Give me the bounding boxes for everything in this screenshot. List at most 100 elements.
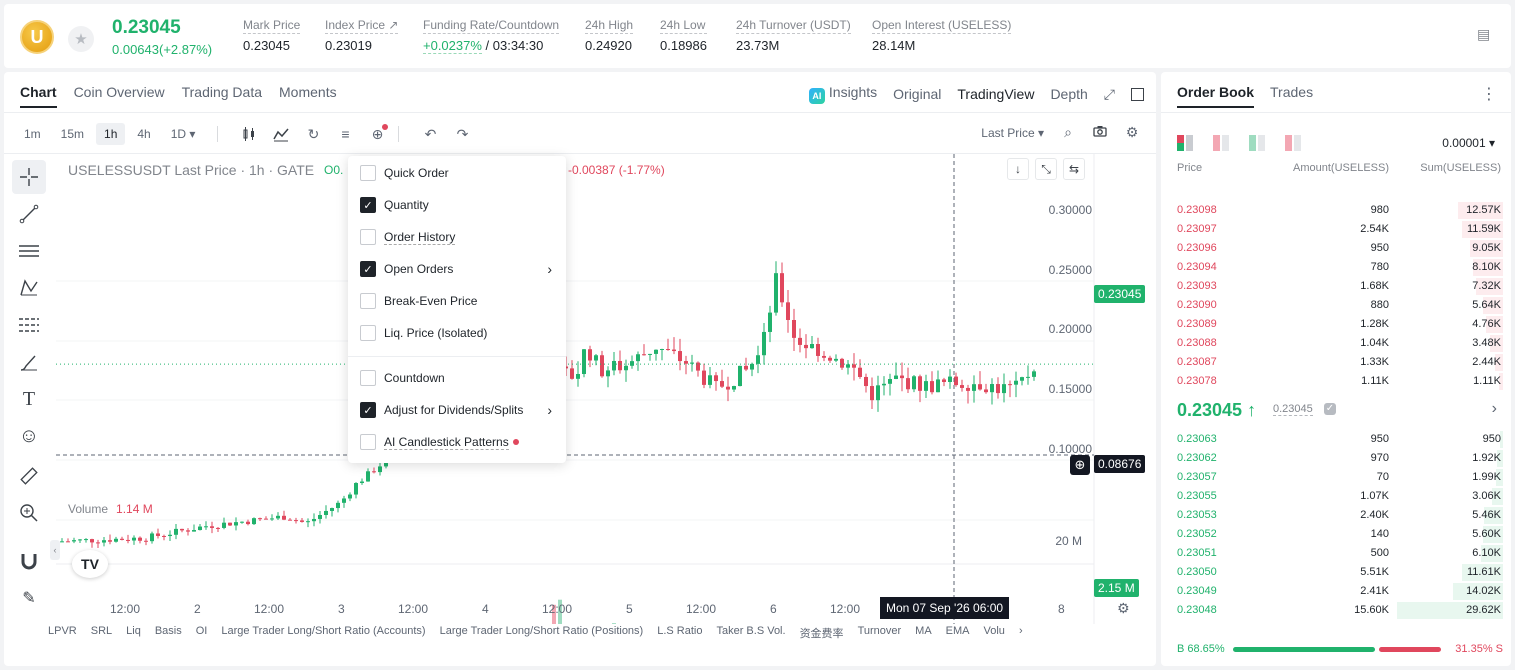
timeframe-1m[interactable]: 1m [24,127,41,141]
collapse-toolbar-icon[interactable]: ‹ [50,540,60,560]
checkbox[interactable] [360,165,376,181]
checkbox[interactable] [360,370,376,386]
tab-moments[interactable]: Moments [279,84,337,100]
tab-chart[interactable]: Chart [20,84,57,108]
stat-index-price[interactable]: Index Price ↗ 0.23019 [325,18,399,53]
info-book-icon[interactable]: ▤ [1477,26,1491,42]
bid-row[interactable]: 0.23049 2.41K 14.02K [1161,582,1511,601]
bid-row[interactable]: 0.23050 5.51K 11.61K [1161,563,1511,582]
ask-row[interactable]: 0.23087 1.33K 2.44K [1161,353,1511,372]
more-options-icon[interactable]: ⋮ [1481,86,1497,103]
arrow-down-icon[interactable]: ↓ [1007,158,1029,180]
checkbox[interactable]: ✓ [360,261,376,277]
mode-bids-icon[interactable] [1249,135,1265,151]
checkbox[interactable] [360,229,376,245]
timeframe-4h[interactable]: 4h [137,127,151,141]
checkbox[interactable] [360,434,376,450]
indicator-item[interactable]: Taker B.S Vol. [716,625,786,637]
ask-row[interactable]: 0.23097 2.54K 11.59K [1161,220,1511,239]
magnet-icon[interactable] [12,544,46,578]
tab-original[interactable]: Original [893,86,942,102]
ask-row[interactable]: 0.23078 1.11K 1.11K [1161,372,1511,391]
menu-item[interactable]: ✓ Open Orders › [360,259,554,279]
indicator-item[interactable]: Volu [983,625,1005,637]
bid-row[interactable]: 0.23062 970 1.92K [1161,449,1511,468]
indicator-item[interactable]: › [1018,625,1023,637]
menu-item[interactable]: ✓ Adjust for Dividends/Splits › [360,400,554,420]
indicator-item[interactable]: Large Trader Long/Short Ratio (Accounts) [221,625,426,637]
window-icon[interactable] [1131,87,1144,101]
settings-reset-icon[interactable]: ⚙ [1117,600,1130,616]
pencil-lock-icon[interactable]: ✎ [22,590,36,607]
tab-order-book[interactable]: Order Book [1177,84,1255,108]
ask-row[interactable]: 0.23096 950 9.05K [1161,239,1511,258]
menu-item[interactable]: ✓ Quantity [360,195,554,215]
indicator-item[interactable]: EMA [945,625,970,637]
search-icon[interactable]: ⌕ [1064,124,1072,140]
undo-icon[interactable]: ↶ [424,125,437,142]
collapse-icon[interactable]: ⤡ [1035,158,1057,180]
menu-item[interactable]: AI Candlestick Patterns [360,432,554,452]
timeframe-1d-dropdown[interactable]: 1D ▾ [170,127,196,141]
indicator-item[interactable]: 资金费率 [799,628,844,640]
add-alert-icon[interactable]: ⊕ [1070,455,1090,475]
timeframe-1h[interactable]: 1h [96,123,126,145]
menu-item[interactable]: Countdown [360,368,554,388]
tab-depth[interactable]: Depth [1050,86,1088,102]
expand-icon[interactable]: ⤢ [1103,85,1115,102]
bid-row[interactable]: 0.23048 15.60K 29.62K [1161,601,1511,620]
timeframe-15m[interactable]: 15m [60,127,85,141]
template-list-icon[interactable]: ≡ [341,126,350,142]
crosshair-icon[interactable] [12,160,46,194]
ruler-icon[interactable] [12,459,46,493]
candle-type-icon[interactable] [238,123,260,145]
checkbox[interactable]: ✓ [360,197,376,213]
favorite-star-icon[interactable]: ★ [68,26,94,52]
add-settings-icon[interactable]: ⊕ [366,123,389,145]
indicator-item[interactable]: Turnover [857,625,902,637]
trend-line-icon[interactable] [12,197,46,231]
tradingview-logo[interactable]: TV [72,550,108,578]
bid-row[interactable]: 0.23052 140 5.60K [1161,525,1511,544]
bid-row[interactable]: 0.23057 70 1.99K [1161,468,1511,487]
tick-size-select[interactable]: 0.00001 ▾ [1442,136,1495,150]
tab-coin-overview[interactable]: Coin Overview [73,84,165,100]
indicator-item[interactable]: L.S Ratio [657,625,703,637]
indicator-item[interactable]: Large Trader Long/Short Ratio (Positions… [439,625,644,637]
chevron-right-icon[interactable]: › [1491,400,1497,417]
checkbox[interactable] [360,293,376,309]
ask-row[interactable]: 0.23093 1.68K 7.32K [1161,277,1511,296]
swap-icon[interactable]: ⇆ [1063,158,1085,180]
menu-item[interactable]: Liq. Price (Isolated) [360,323,554,343]
fib-icon[interactable] [12,308,46,342]
ask-row[interactable]: 0.23090 880 5.64K [1161,296,1511,315]
indicators-icon[interactable] [270,123,292,145]
indicator-item[interactable]: Liq [126,625,141,637]
indicator-item[interactable]: Basis [154,625,182,637]
bid-row[interactable]: 0.23053 2.40K 5.46K [1161,506,1511,525]
tab-tradingview[interactable]: TradingView [957,86,1035,102]
indicator-item[interactable]: OI [195,625,208,637]
tab-insights[interactable]: AI Insights [808,84,877,104]
indicator-item[interactable]: MA [915,625,932,637]
menu-item[interactable]: Break-Even Price [360,291,554,311]
horizontal-lines-icon[interactable] [12,234,46,268]
mode-asks-icon[interactable] [1213,135,1229,151]
bid-row[interactable]: 0.23055 1.07K 3.06K [1161,487,1511,506]
redo-icon[interactable]: ↷ [456,125,469,142]
bid-row[interactable]: 0.23051 500 6.10K [1161,544,1511,563]
pattern-icon[interactable] [12,271,46,305]
tab-trades[interactable]: Trades [1270,84,1314,100]
menu-item[interactable]: Order History [360,227,554,247]
ask-row[interactable]: 0.23089 1.28K 4.76K [1161,315,1511,334]
mode-alt-icon[interactable] [1285,135,1301,151]
emoji-icon[interactable]: ☺ [18,424,40,447]
tab-trading-data[interactable]: Trading Data [181,84,263,100]
refresh-icon[interactable]: ↻ [307,125,320,142]
bid-row[interactable]: 0.23063 950 950 [1161,430,1511,449]
camera-icon[interactable] [1090,124,1110,144]
mode-both-icon[interactable] [1177,135,1193,151]
brush-icon[interactable] [12,345,46,379]
candlestick-chart[interactable] [56,154,1096,624]
ask-row[interactable]: 0.23094 780 8.10K [1161,258,1511,277]
